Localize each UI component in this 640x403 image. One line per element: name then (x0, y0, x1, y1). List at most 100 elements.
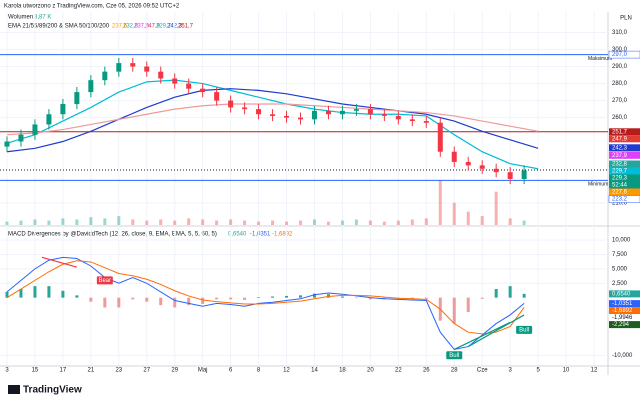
volume-bar (368, 220, 372, 225)
candle-body (381, 114, 387, 116)
candle-body (507, 172, 513, 179)
macd-tag (609, 321, 640, 329)
macd-histogram (243, 297, 247, 300)
volume-bar (215, 220, 219, 225)
x-tick-label: 12 (591, 368, 598, 374)
macd-histogram (215, 297, 219, 300)
macd-histogram (480, 297, 484, 299)
y-tick-label: 290,0 (612, 64, 628, 70)
candle-body (367, 109, 373, 115)
candle-body (158, 71, 164, 79)
volume-bar (452, 202, 456, 225)
volume-bar (47, 220, 51, 225)
candle-body (18, 134, 24, 142)
macd-histogram (187, 297, 191, 306)
price-tag (609, 160, 640, 168)
macd-macd-line (6, 256, 525, 351)
volume-bar (201, 219, 205, 225)
macd-legend-value: 0,6540 (228, 232, 247, 238)
candle-body (186, 83, 192, 89)
x-tick-label: 26 (423, 368, 430, 374)
x-tick-label: 23 (115, 368, 122, 374)
volume-bar (340, 220, 344, 225)
volume-bar (466, 211, 470, 225)
macd-histogram (201, 297, 205, 304)
macd-histogram (452, 297, 456, 324)
macd-histogram (257, 297, 261, 298)
macd-histogram (285, 295, 289, 298)
macd-histogram (522, 293, 526, 298)
macd-histogram (368, 297, 372, 300)
candle-body (4, 141, 10, 147)
x-tick-label: 3 (5, 368, 9, 374)
volume-bar (117, 216, 121, 225)
annotation: Bull (519, 327, 529, 333)
volume-bar (145, 220, 149, 225)
candle-body (437, 122, 443, 152)
macd-histogram (494, 289, 498, 298)
macd-histogram (103, 297, 107, 308)
macd-tick-label: 10,000 (612, 238, 631, 244)
candle-body (60, 104, 66, 115)
candle-body (242, 107, 248, 110)
volume-bar (257, 221, 261, 225)
ma-legend-value: 237,9 (134, 24, 150, 30)
macd-legend-value: -1,0351 (250, 232, 271, 238)
annotation: Bear (98, 278, 111, 284)
macd-tag-label: -1,0351 (612, 301, 633, 307)
candle-body (74, 92, 80, 105)
ma-line (6, 88, 539, 153)
candle-body (493, 168, 499, 173)
y-tick-label: 310,0 (612, 30, 628, 36)
y-tick-label: 300,0 (612, 47, 628, 53)
volume-bar (19, 220, 23, 225)
price-tag-label: 229,3 (612, 176, 628, 182)
ma-legend-value: 247,9 (145, 24, 161, 30)
macd-histogram (19, 289, 23, 298)
price-tag (608, 50, 640, 59)
candle-body (423, 121, 429, 123)
macd-histogram (424, 297, 428, 299)
macd-tag-label: 0,6540 (612, 291, 631, 297)
volume-bar (75, 219, 79, 225)
candle-body (200, 88, 206, 93)
header: Karola utworzono z TradingView.com, Cze … (4, 4, 180, 10)
volume-bar (271, 220, 275, 225)
volume-bar (312, 219, 316, 225)
price-tag-label: 242,3 (612, 145, 628, 151)
price-tag-label: 223,2 (612, 197, 628, 203)
macd-histogram (299, 295, 303, 298)
volume-bar (5, 221, 9, 225)
price-tag-label: 251,7 (612, 129, 628, 135)
candle-body (521, 170, 527, 179)
candle-body (339, 110, 345, 115)
macd-histogram (326, 294, 330, 298)
price-tag (608, 195, 640, 203)
annotation-bg (516, 325, 533, 334)
logo: TradingView (8, 385, 82, 396)
macd-tick-label: 2,500 (612, 281, 628, 287)
y-tick-label: 270,0 (612, 98, 628, 104)
y-tick-label: 210,0 (612, 200, 628, 206)
candle-body (353, 109, 359, 111)
candle-body (311, 110, 317, 120)
divergence-line (467, 314, 525, 348)
annotation: Bull (449, 353, 459, 359)
volume-bar (522, 220, 526, 225)
price-tag-label: 227,6 (612, 190, 628, 196)
volume-bar (61, 218, 65, 225)
macd-tick-label: -10,000 (612, 353, 633, 359)
volume-bar (424, 218, 428, 225)
ma-legend-value: 251,7 (178, 24, 194, 30)
countdown-bg (609, 181, 640, 189)
candle-body (451, 151, 457, 162)
x-tick-label: 22 (395, 368, 402, 374)
macd-histogram (117, 297, 121, 308)
ma-legend-value: 229,7 (156, 24, 172, 30)
volume-bar (438, 180, 442, 225)
x-tick-label: 8 (257, 368, 261, 374)
volume-bar (382, 221, 386, 225)
volume-bar (131, 219, 135, 225)
